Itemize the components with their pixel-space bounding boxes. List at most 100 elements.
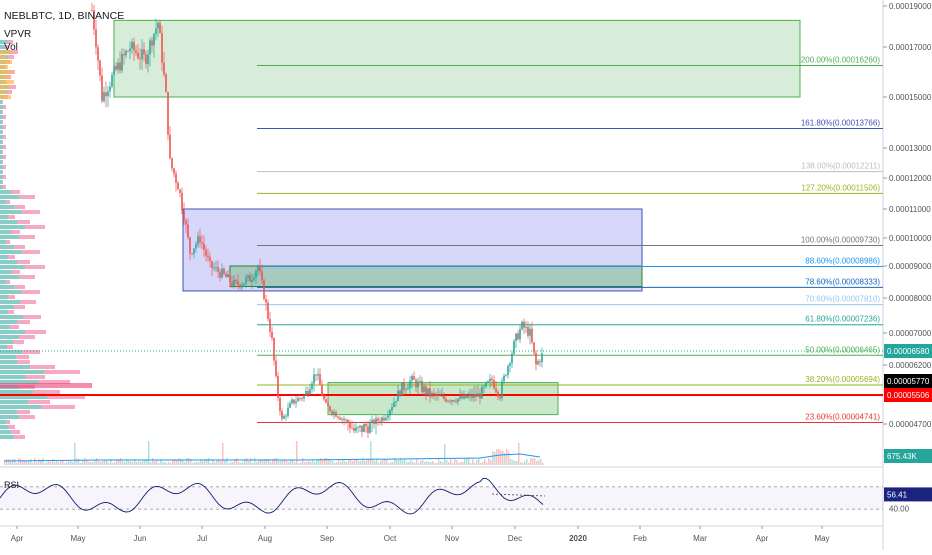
volume-bar [308,461,310,465]
candle-body [479,393,481,399]
volume-bar [262,460,264,465]
candle-body [473,393,475,398]
x-tick-label: Jun [134,534,147,543]
volume-bar [392,462,394,465]
vpvr-row-up [0,220,17,224]
fib-label: 200.00%(0.00016260) [801,56,881,65]
volume-bar [296,441,298,465]
volume-bar [36,462,38,465]
candle-body [183,210,185,221]
vpvr-row-down [14,435,25,439]
candle-body [171,158,173,169]
volume-bar [12,459,14,465]
volume-bar [336,462,338,465]
volume-bar [452,463,454,465]
volume-avg-line [3,453,541,462]
candle-body [205,249,207,256]
candle-body [163,62,165,75]
candle-body [389,410,391,416]
vpvr-row-up [0,310,8,314]
volume-bar [406,462,408,465]
volume-bar [144,460,146,465]
vpvr-row-value-area [0,95,11,99]
volume-bar [78,459,80,465]
candle-body [125,51,127,56]
candle-body [391,407,393,411]
indicator-vol-label[interactable]: Vol [4,42,18,53]
candle-body [535,352,537,365]
vpvr-row-up [0,345,7,349]
volume-bar [264,459,266,465]
x-tick-label: Mar [693,534,707,543]
volume-bar [316,460,318,465]
vpvr-row-up [0,350,22,354]
volume-bar [484,459,486,465]
vpvr-row-up [0,165,3,169]
volume-bar [280,461,282,465]
volume-bar [258,460,260,465]
candle-body [341,418,343,420]
volume-bar [530,458,532,465]
indicator-vpvr-label[interactable]: VPVR [4,29,32,40]
candle-body [199,236,201,243]
volume-bar [458,463,460,465]
volume-bar [340,462,342,465]
vpvr-row-down [30,365,55,369]
volume-bar [244,459,246,465]
volume-bar [364,461,366,465]
volume-bar [72,462,74,465]
volume-bar [398,460,400,465]
volume-bar [454,458,456,465]
volume-bar [204,459,206,465]
candle-body [221,268,223,278]
volume-bar [322,460,324,465]
volume-bar [254,458,256,465]
volume-bar [312,460,314,465]
volume-bar [104,460,106,465]
vpvr-row-up [0,365,30,369]
candle-body [499,396,501,399]
candle-body [323,396,325,400]
vpvr-row-down [23,315,41,319]
candle-body [531,328,533,343]
volume-bar [270,462,272,465]
volume-bar [472,459,474,465]
candle-body [435,394,437,397]
candle-body [405,389,407,391]
volume-bar [384,459,386,465]
volume-bar [250,458,252,465]
symbol-title[interactable]: NEBLBTC, 1D, BINANCE [4,10,125,22]
vpvr-row-down [2,160,3,164]
rsi-divergence-line [491,493,546,497]
candle-body [175,173,177,183]
candle-body [179,189,181,193]
volume-bar [238,462,240,465]
candle-body [229,274,231,283]
candle-body [261,271,263,281]
candle-body [129,48,131,52]
volume-bar [30,459,32,465]
candle-body [411,376,413,381]
zone-green-mid [229,265,643,287]
candle-body [339,417,341,420]
volume-bar [476,460,478,465]
price-pane [0,0,883,466]
volume-bar [422,460,424,465]
vpvr-row-value-area [0,90,6,94]
volume-bar [420,461,422,465]
volume-bar [276,458,278,465]
volume-bar [50,462,52,465]
candle-body [167,92,169,135]
x-tick-label: Apr [11,534,24,543]
volume-bar [418,463,420,465]
candle-body [269,319,271,332]
volume-bar [210,463,212,465]
candle-body [149,40,151,55]
candle-body [275,360,277,376]
vpvr-row-up [0,160,2,164]
vpvr-row-up [0,370,44,374]
vpvr-row-up [0,40,7,44]
y-tick-label: 0.00004700 [889,420,932,429]
